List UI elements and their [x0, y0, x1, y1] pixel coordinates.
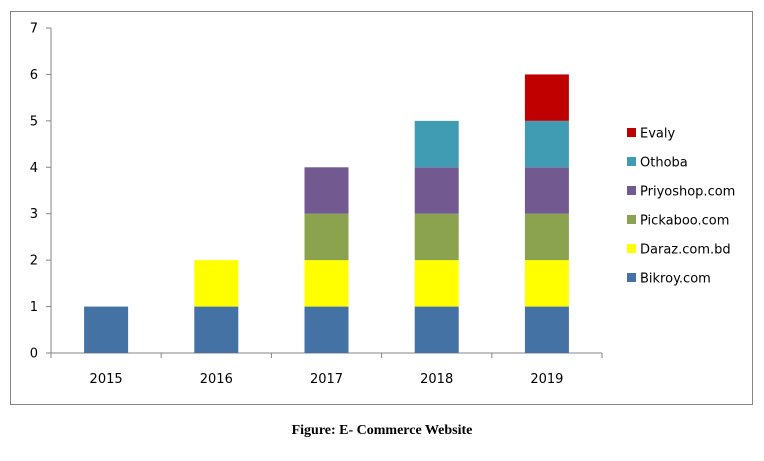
legend-swatch [627, 128, 636, 137]
legend-swatch [627, 244, 636, 253]
bar-segment [304, 260, 349, 307]
legend-item: Priyoshop.com [627, 185, 735, 200]
legend-label: Daraz.com.bd [640, 243, 731, 258]
y-tick-label: 0 [30, 347, 38, 362]
legend-swatch [627, 186, 636, 195]
bar-segment [414, 213, 459, 261]
x-tick-label: 2019 [530, 372, 563, 387]
axes: 0 1 2 3 4 5 6 7 2015 2016 2017 2018 2019 [30, 22, 603, 387]
y-tick-label: 4 [30, 161, 38, 176]
bar-segment [414, 260, 459, 307]
legend-label: Othoba [640, 156, 688, 171]
legend-item: Evaly [627, 127, 675, 142]
legend-item: Othoba [627, 156, 688, 171]
y-tick-label: 3 [30, 207, 38, 222]
legend-swatch [627, 215, 636, 224]
legend-item: Bikroy.com [627, 272, 711, 287]
legend-item: Daraz.com.bd [627, 243, 731, 258]
x-tick-label: 2015 [90, 372, 123, 387]
x-tick-label: 2017 [310, 372, 343, 387]
bar-segment [84, 306, 129, 353]
y-tick-label: 5 [30, 114, 38, 129]
bar-segment [304, 167, 349, 214]
legend-label: Priyoshop.com [640, 185, 735, 200]
legend-label: Bikroy.com [640, 272, 711, 287]
bar-segment [304, 306, 349, 353]
bar-segment [414, 306, 459, 353]
chart-frame [10, 11, 753, 405]
bar-segment [194, 306, 239, 353]
y-tick-label: 2 [30, 254, 38, 269]
bar-segment [524, 306, 569, 353]
bar-segment [304, 213, 349, 261]
x-tick-label: 2018 [420, 372, 453, 387]
y-tick-label: 1 [30, 300, 38, 315]
legend-label: Pickaboo.com [640, 214, 729, 229]
legend-swatch [627, 273, 636, 282]
bar-segment [414, 167, 459, 214]
bars [84, 74, 569, 353]
bar-segment [524, 167, 569, 214]
bar-segment [524, 213, 569, 261]
legend-label: Evaly [640, 127, 675, 142]
bar-segment [524, 120, 569, 168]
legend-swatch [627, 157, 636, 166]
legend-item: Pickaboo.com [627, 214, 729, 229]
bar-segment [414, 120, 459, 168]
bar-segment [524, 260, 569, 307]
y-tick-label: 6 [30, 68, 38, 83]
figure-caption: Figure: E- Commerce Website [291, 423, 473, 438]
bar-segment [194, 260, 239, 307]
bar-segment [524, 74, 569, 121]
y-tick-label: 7 [30, 22, 38, 37]
legend: Evaly Othoba Priyoshop.com Pickaboo.com Dara… [627, 127, 735, 287]
x-tick-label: 2016 [200, 372, 233, 387]
